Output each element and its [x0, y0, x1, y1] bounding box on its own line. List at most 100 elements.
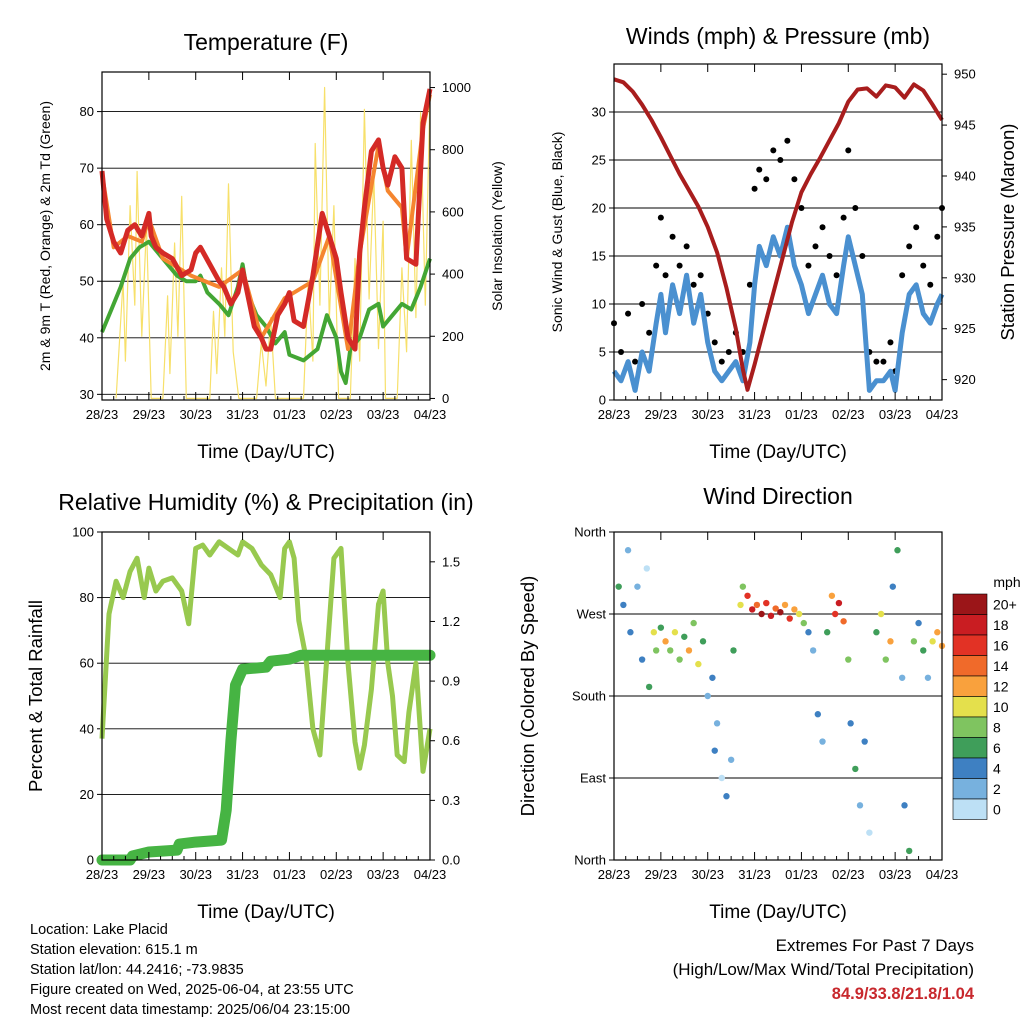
- series-line-solar-insolation: [115, 86, 431, 399]
- x-tick-label: 28/23: [598, 407, 631, 422]
- gust-point: [920, 262, 927, 269]
- direction-point: [934, 629, 941, 636]
- direction-point: [772, 605, 779, 612]
- direction-point: [831, 610, 839, 618]
- y2-tick-label: 1000: [442, 80, 471, 95]
- direction-point: [690, 619, 697, 627]
- gust-point: [725, 349, 732, 355]
- colorbar-label: 10: [993, 699, 1009, 715]
- direction-point: [767, 612, 775, 620]
- gust-point: [845, 147, 852, 154]
- gust-point: [657, 214, 664, 221]
- y-tick-label: 50: [80, 274, 94, 289]
- direction-point: [777, 608, 784, 616]
- colorbar-label: 2: [993, 781, 1001, 797]
- colorbar-swatch: [952, 696, 988, 718]
- x-tick-label: 01/23: [273, 867, 306, 882]
- y2-tick-label: 600: [442, 204, 464, 219]
- gust-point: [840, 214, 847, 221]
- direction-point: [627, 629, 634, 636]
- y-tick-label: South: [572, 689, 606, 704]
- gust-point: [632, 358, 639, 365]
- direction-point: [737, 601, 744, 609]
- gust-point: [913, 224, 920, 231]
- y-tick-label: East: [580, 771, 606, 786]
- x-tick-label: 02/23: [320, 867, 353, 882]
- direction-point: [671, 629, 679, 636]
- y-tick-label: 30: [592, 105, 606, 120]
- station-elevation: Station elevation: 615.1 m: [30, 942, 198, 958]
- direction-point: [920, 647, 927, 654]
- colorbar-label: 14: [993, 658, 1009, 674]
- y-tick-label: 40: [80, 330, 94, 345]
- direction-point: [861, 738, 868, 745]
- y2-tick-label: 0.3: [442, 793, 460, 808]
- gust-point: [718, 358, 725, 365]
- series-line-sonic-wind: [611, 224, 945, 393]
- y2-tick-label: 935: [954, 219, 976, 234]
- direction-point: [681, 633, 688, 640]
- colorbar-label: 18: [993, 617, 1009, 633]
- direction-point: [828, 592, 836, 599]
- direction-point: [856, 802, 864, 809]
- direction-point: [901, 802, 908, 809]
- direction-point: [924, 674, 932, 681]
- gust-point: [798, 205, 805, 211]
- colorbar-label: 20+: [993, 596, 1017, 612]
- colorbar-swatch: [952, 614, 988, 636]
- x-tick-label: 31/23: [738, 867, 771, 882]
- x-tick-label: 30/23: [179, 867, 212, 882]
- colorbar-swatch: [952, 716, 988, 738]
- colorbar-swatch: [952, 634, 988, 656]
- direction-point: [852, 765, 859, 773]
- y2-tick-label: 0.6: [442, 733, 460, 748]
- gust-point: [784, 137, 791, 144]
- x-tick-label: 29/23: [645, 407, 678, 422]
- x-tick-label: 30/23: [691, 867, 724, 882]
- x-tick-label: 02/23: [832, 867, 865, 882]
- direction-point: [662, 638, 669, 645]
- direction-point: [887, 638, 894, 645]
- direction-point: [676, 656, 683, 663]
- gust-point: [899, 272, 906, 279]
- x-axis-label: Time (Day/UTC): [709, 902, 847, 923]
- x-tick-label: 01/23: [273, 407, 306, 422]
- y-axis-label: Direction (Colored By Speed): [517, 576, 538, 817]
- x-axis-label: Time (Day/UTC): [197, 442, 335, 463]
- direction-point: [814, 711, 822, 718]
- colorbar-swatch: [952, 757, 988, 779]
- y2-tick-label: 925: [954, 321, 976, 336]
- y-tick-label: 5: [599, 345, 606, 360]
- gust-point: [791, 176, 798, 183]
- x-tick-label: 02/23: [320, 407, 353, 422]
- y-tick-label: 30: [80, 387, 94, 402]
- direction-point: [744, 592, 751, 599]
- direction-point: [845, 656, 852, 663]
- chart-title: Relative Humidity (%) & Precipitation (i…: [58, 489, 473, 515]
- gust-point: [683, 243, 690, 250]
- gust-point: [805, 262, 812, 269]
- colorbar-label: 6: [993, 740, 1001, 756]
- x-tick-label: 31/23: [226, 867, 259, 882]
- direction-point: [638, 656, 646, 663]
- y-tick-label: 40: [80, 721, 94, 736]
- x-tick-label: 01/23: [785, 867, 818, 882]
- direction-point: [739, 583, 747, 590]
- gust-point: [697, 272, 704, 279]
- y2-tick-label: 800: [442, 142, 464, 157]
- x-tick-label: 03/23: [367, 867, 400, 882]
- x-tick-label: 02/23: [832, 407, 865, 422]
- direction-point: [709, 674, 716, 681]
- direction-point: [727, 756, 735, 763]
- y-tick-label: 60: [80, 217, 94, 232]
- y-tick-label: West: [577, 607, 607, 622]
- y2-tick-label: 930: [954, 270, 976, 285]
- y-axis-label: 2m & 9m T (Red, Orange) & 2m Td (Green): [37, 101, 53, 371]
- y-axis-label: Sonic Wind & Gust (Blue, Black): [549, 132, 565, 333]
- x-tick-label: 29/23: [133, 867, 166, 882]
- direction-point: [795, 610, 803, 618]
- direction-point: [824, 629, 831, 636]
- direction-point: [652, 647, 660, 654]
